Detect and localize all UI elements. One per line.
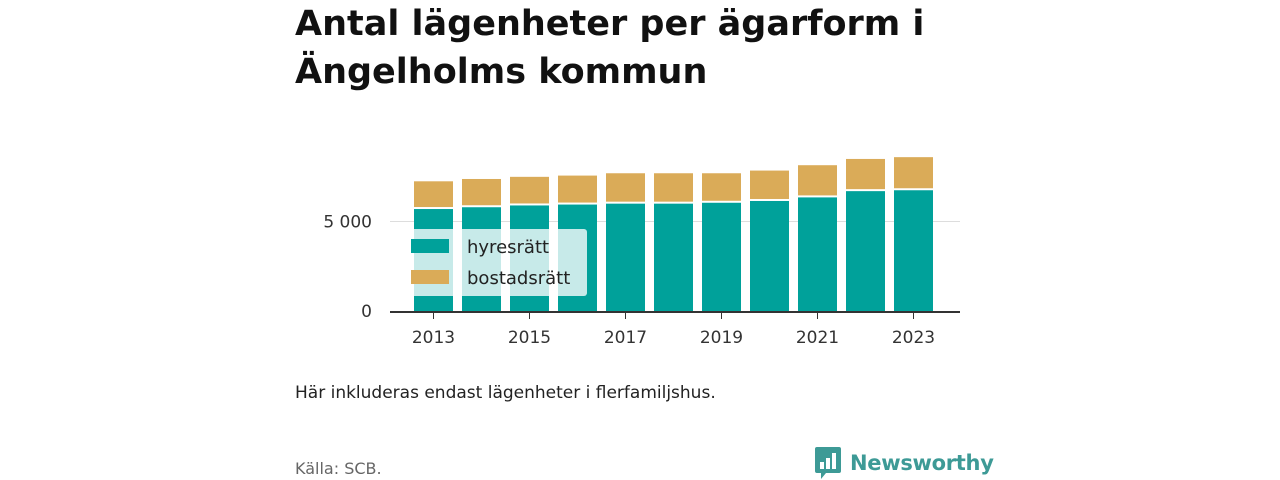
bar-hyresratt bbox=[702, 202, 741, 311]
x-tick-label: 2015 bbox=[508, 328, 551, 348]
y-tick-label: 5 000 bbox=[323, 213, 372, 233]
x-tick-label: 2013 bbox=[412, 328, 455, 348]
bar-hyresratt bbox=[894, 190, 933, 311]
brand-name: Newsworthy bbox=[850, 451, 994, 475]
bar-bostadsratt bbox=[798, 165, 837, 196]
x-tick-label: 2023 bbox=[892, 328, 935, 348]
bar-bostadsratt bbox=[414, 181, 453, 208]
legend-label-bostadsratt: bostadsrätt bbox=[467, 268, 570, 289]
x-tick-label: 2021 bbox=[796, 328, 839, 348]
bar-bostadsratt bbox=[702, 173, 741, 201]
bar-bostadsratt bbox=[558, 175, 597, 203]
legend-label-hyresratt: hyresrätt bbox=[467, 237, 549, 258]
axes: 2013 2015 2017 2019 2021 2023 bbox=[390, 311, 960, 348]
bar-bostadsratt bbox=[462, 178, 501, 206]
source-text: Källa: SCB. bbox=[295, 459, 382, 478]
chart-title: Antal lägenheter per ägarform i Ängelhol… bbox=[295, 4, 925, 92]
bar-hyresratt bbox=[798, 197, 837, 311]
chart-note: Här inkluderas endast lägenheter i flerf… bbox=[295, 383, 716, 403]
legend: hyresrätt bostadsrätt bbox=[400, 229, 587, 296]
bar-bostadsratt bbox=[846, 158, 885, 190]
bar-hyresratt bbox=[654, 203, 693, 311]
bar-bostadsratt bbox=[510, 176, 549, 204]
newsworthy-brand[interactable]: Newsworthy bbox=[814, 446, 994, 480]
newsworthy-logo-icon bbox=[815, 447, 841, 479]
bar-bostadsratt bbox=[606, 173, 645, 202]
bar-hyresratt bbox=[606, 203, 645, 311]
bar-hyresratt bbox=[846, 191, 885, 311]
y-tick-label: 0 bbox=[361, 302, 372, 322]
bar-bostadsratt bbox=[894, 157, 933, 189]
legend-swatch-hyresratt bbox=[411, 239, 449, 253]
legend-swatch-bostadsratt bbox=[411, 270, 449, 284]
bar-bostadsratt bbox=[654, 173, 693, 202]
bar-hyresratt bbox=[750, 200, 789, 311]
bar-bostadsratt bbox=[750, 170, 789, 199]
x-tick-label: 2017 bbox=[604, 328, 647, 348]
x-tick-label: 2019 bbox=[700, 328, 743, 348]
stacked-bar-chart: 0 5 000 2013 2015 2017 2019 2021 2023 hyresrät… bbox=[323, 157, 960, 348]
